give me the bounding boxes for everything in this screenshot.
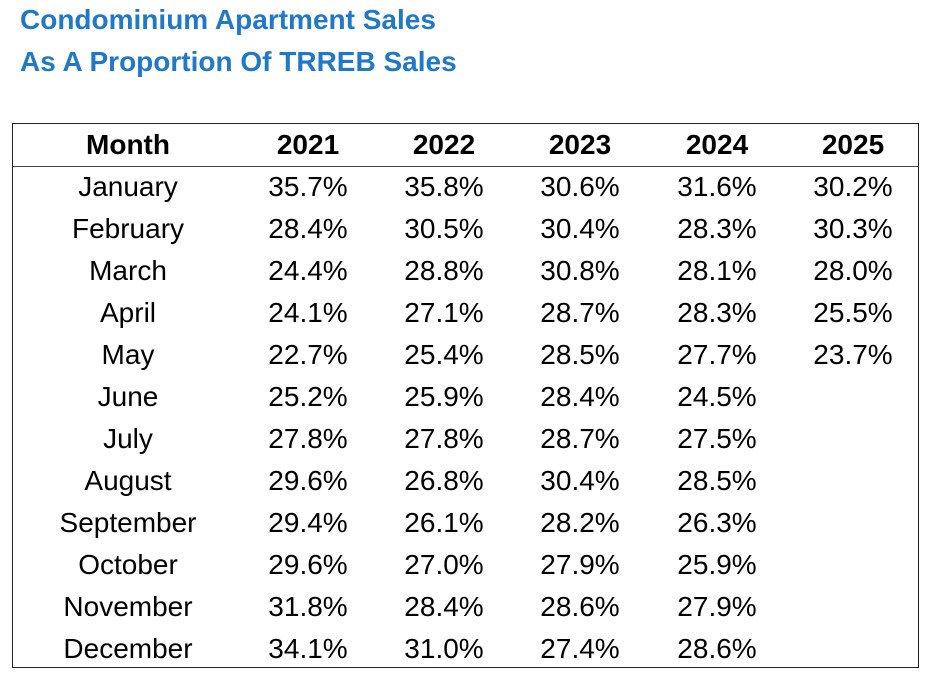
row-label-month: October	[78, 549, 178, 580]
table-cell-y2025: 25.5%	[813, 297, 893, 328]
table-cell-y2023: 27.4%	[540, 633, 620, 664]
table-cell-y2024: 28.6%	[677, 633, 757, 664]
row-label-month: July	[103, 423, 153, 454]
table-cell-y2021: 24.4%	[268, 255, 348, 286]
table-cell-y2022: 27.0%	[404, 549, 484, 580]
table-cell-y2025: 30.2%	[813, 171, 893, 202]
table-cell-y2021: 25.2%	[268, 381, 348, 412]
row-label-month: March	[89, 255, 167, 286]
column-header-y2021: 2021	[276, 129, 340, 160]
table-cell-y2022: 25.9%	[404, 381, 484, 412]
column-header-y2025: 2025	[821, 129, 885, 160]
table-cell-y2022: 28.4%	[404, 591, 484, 622]
table-cell-y2024: 27.5%	[677, 423, 757, 454]
sales-proportion-table: Month 2021 2022 2023 2024 2025 January 35.7% 35.…	[12, 123, 919, 668]
row-label-month: November	[63, 591, 193, 622]
table-cell-y2023: 28.7%	[540, 423, 620, 454]
table-cell-y2025: 30.3%	[813, 213, 893, 244]
table-cell-y2021: 24.1%	[268, 297, 348, 328]
table-cell-y2022: 26.1%	[404, 507, 484, 538]
row-label-month: September	[59, 507, 197, 538]
table-cell-y2021: 27.8%	[268, 423, 348, 454]
row-label-month: May	[101, 339, 155, 370]
table-cell-y2021: 29.6%	[268, 465, 348, 496]
table-cell-y2021: 29.4%	[268, 507, 348, 538]
table-cell-y2023: 28.5%	[540, 339, 620, 370]
table-cell-y2024: 27.7%	[677, 339, 757, 370]
page-title: Condominium Apartment Sales	[20, 4, 436, 35]
table-cell-y2024: 24.5%	[677, 381, 757, 412]
table-cell-y2021: 22.7%	[268, 339, 348, 370]
table-cell-y2022: 25.4%	[404, 339, 484, 370]
table-cell-y2024: 27.9%	[677, 591, 757, 622]
table-cell-y2022: 27.1%	[404, 297, 484, 328]
table-cell-y2024: 25.9%	[677, 549, 757, 580]
row-label-month: August	[84, 465, 172, 496]
table-cell-y2022: 26.8%	[404, 465, 484, 496]
table-cell-y2025: 23.7%	[813, 339, 893, 370]
page-subtitle: As A Proportion Of TRREB Sales	[20, 46, 457, 77]
table-cell-y2021: 28.4%	[268, 213, 348, 244]
table-cell-y2023: 28.4%	[540, 381, 620, 412]
table-cell-y2024: 26.3%	[677, 507, 757, 538]
table-cell-y2024: 28.3%	[677, 213, 757, 244]
column-header-month: Month	[86, 129, 170, 160]
column-header-y2024: 2024	[685, 129, 749, 160]
column-header-y2022: 2022	[412, 129, 476, 160]
column-header-y2023: 2023	[548, 129, 612, 160]
table-cell-y2022: 27.8%	[404, 423, 484, 454]
row-label-month: January	[78, 171, 178, 202]
table-cell-y2025: 28.0%	[813, 255, 893, 286]
table-cell-y2022: 30.5%	[404, 213, 484, 244]
table-cell-y2021: 29.6%	[268, 549, 348, 580]
table-cell-y2023: 27.9%	[540, 549, 620, 580]
table-cell-y2024: 28.1%	[677, 255, 757, 286]
row-label-month: December	[63, 633, 193, 664]
row-label-month: June	[97, 381, 159, 412]
table-cell-y2023: 30.4%	[540, 465, 620, 496]
row-label-month: February	[71, 213, 185, 244]
table-cell-y2023: 30.6%	[540, 171, 620, 202]
table-cell-y2023: 28.7%	[540, 297, 620, 328]
table-cell-y2024: 28.5%	[677, 465, 757, 496]
table-cell-y2022: 35.8%	[404, 171, 484, 202]
table-cell-y2021: 35.7%	[268, 171, 348, 202]
row-label-month: April	[99, 297, 157, 328]
table-cell-y2024: 28.3%	[677, 297, 757, 328]
table-cell-y2021: 31.8%	[268, 591, 348, 622]
table-cell-y2023: 28.6%	[540, 591, 620, 622]
table-cell-y2022: 28.8%	[404, 255, 484, 286]
table-cell-y2022: 31.0%	[404, 633, 484, 664]
table-cell-y2021: 34.1%	[268, 633, 348, 664]
table-cell-y2023: 30.8%	[540, 255, 620, 286]
header-divider	[13, 166, 918, 167]
table-cell-y2024: 31.6%	[677, 171, 757, 202]
table-cell-y2023: 28.2%	[540, 507, 620, 538]
table-cell-y2023: 30.4%	[540, 213, 620, 244]
